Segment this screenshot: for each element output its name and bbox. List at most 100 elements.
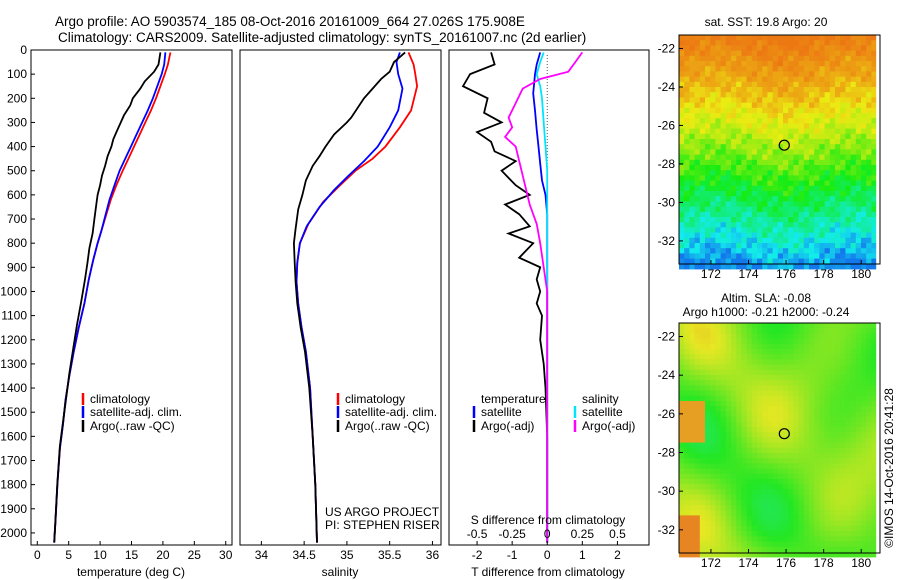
map-cell	[829, 510, 836, 516]
map-cell	[809, 432, 815, 438]
map-cell	[720, 159, 727, 166]
map-cell	[720, 468, 727, 475]
map-cell	[809, 453, 815, 459]
map-cell	[829, 401, 836, 407]
map-cell	[845, 499, 851, 506]
map-cell	[855, 437, 862, 443]
map-cell	[715, 211, 721, 218]
map-cell	[741, 484, 747, 490]
map-cell	[829, 328, 836, 334]
map-cell	[840, 133, 846, 140]
map-cell	[850, 159, 857, 166]
map-cell	[783, 55, 789, 62]
map-cell	[871, 217, 877, 223]
map-cell	[772, 180, 779, 187]
map-cell	[850, 133, 857, 140]
map-cell	[783, 159, 789, 166]
map-cell	[866, 531, 872, 537]
map-cell	[684, 66, 690, 72]
map-cell	[694, 536, 701, 542]
map-cell	[725, 45, 732, 51]
map-cell	[767, 97, 773, 103]
map-cell	[798, 217, 805, 223]
map-cell	[835, 107, 841, 114]
map-cell	[788, 333, 794, 339]
map-cell	[793, 50, 799, 57]
map-cell	[835, 437, 841, 443]
map-cell	[840, 206, 846, 213]
map-cell	[762, 55, 768, 62]
map-cell	[855, 328, 862, 334]
map-cell	[751, 468, 758, 475]
map-cell	[814, 432, 820, 438]
map-cell	[845, 128, 851, 135]
map-cell	[866, 217, 872, 223]
map-cell	[710, 61, 716, 67]
map-cell	[741, 354, 747, 360]
map-cell	[819, 196, 825, 202]
map-cell	[757, 515, 763, 521]
map-cell	[783, 66, 789, 72]
map-cell	[871, 484, 877, 490]
map-cell	[777, 55, 784, 62]
map-cell	[809, 349, 815, 355]
map-cell	[793, 133, 799, 140]
map-cell	[793, 380, 799, 386]
map-cell	[689, 175, 695, 181]
map-cell	[684, 359, 690, 365]
map-cell	[845, 45, 851, 51]
map-cell	[699, 359, 706, 365]
map-cell	[684, 76, 690, 83]
map-cell	[741, 170, 747, 176]
map-cell	[767, 222, 773, 228]
map-cell	[777, 510, 784, 516]
map-cell	[840, 149, 846, 155]
map-cell	[840, 263, 846, 270]
map-cell	[840, 463, 846, 469]
map-cell	[861, 159, 867, 166]
map-cell	[855, 144, 862, 150]
map-cell	[803, 227, 810, 233]
map-cell	[819, 333, 825, 339]
map-cell	[731, 447, 737, 454]
map-cell	[746, 515, 753, 521]
map-cell	[809, 211, 815, 218]
map-cell	[746, 421, 753, 428]
map-cell	[866, 237, 872, 244]
map-cell	[684, 139, 690, 145]
map-cell	[861, 196, 867, 202]
map-cell	[835, 375, 841, 381]
map-cell	[798, 489, 805, 495]
map-cell	[798, 50, 805, 57]
map-cell	[757, 170, 763, 176]
map-cell	[694, 107, 701, 114]
map-cell	[783, 442, 789, 449]
map-cell	[777, 551, 784, 558]
map-cell	[788, 107, 794, 114]
map-cell	[705, 411, 711, 417]
map-cell	[845, 354, 851, 360]
map-cell	[788, 253, 794, 259]
map-cell	[793, 463, 799, 469]
map-cell	[845, 479, 851, 485]
map-cell	[803, 45, 810, 51]
map-cell	[861, 66, 867, 72]
map-cell	[710, 40, 716, 46]
map-cell	[720, 253, 727, 259]
map-cell	[814, 364, 820, 371]
map-cell	[871, 531, 877, 537]
map-cell	[840, 468, 846, 475]
map-cell	[840, 253, 846, 259]
map-cell	[835, 227, 841, 233]
map-cell	[767, 66, 773, 72]
map-cell	[798, 35, 805, 41]
map-cell	[803, 222, 810, 228]
map-cell	[835, 359, 841, 365]
map-cell	[689, 92, 695, 98]
map-cell	[699, 45, 706, 51]
map-cell	[814, 338, 820, 345]
map-cell	[715, 170, 721, 176]
map-cell	[762, 180, 768, 187]
map-cell	[783, 338, 789, 345]
map-cell	[845, 217, 851, 223]
